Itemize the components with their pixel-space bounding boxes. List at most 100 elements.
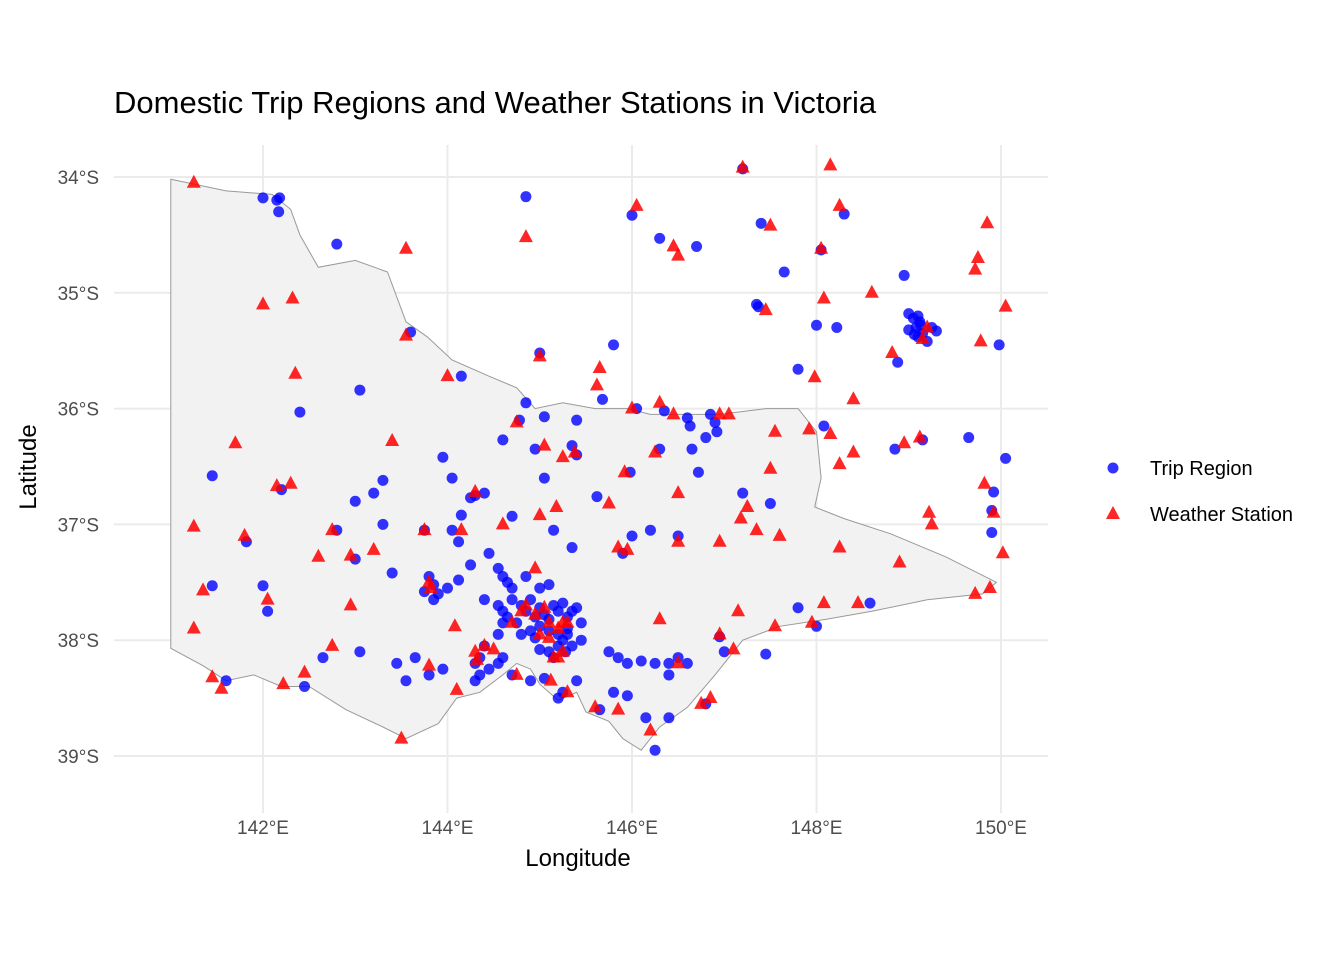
y-tick-label: 36°S: [58, 400, 99, 421]
weather-station-point: [495, 516, 510, 530]
trip-region-point: [548, 524, 560, 536]
weather-station-point: [343, 597, 358, 611]
trip-region-point: [294, 406, 306, 418]
weather-station-point: [912, 429, 927, 443]
trip-region-point: [704, 408, 716, 420]
weather-station-point: [666, 238, 681, 252]
trip-region-point: [400, 675, 412, 687]
trip-region-point: [206, 470, 218, 482]
trip-region-point: [538, 472, 550, 484]
trip-region-point: [684, 420, 696, 432]
weather-station-point: [968, 585, 983, 599]
trip-region-point: [529, 443, 541, 455]
weather-station-point: [970, 250, 985, 263]
trip-region-point: [520, 191, 532, 203]
weather-station-point: [477, 637, 492, 651]
weather-station-point: [237, 527, 252, 541]
weather-station-point: [228, 435, 243, 449]
weather-station-point: [385, 432, 400, 446]
trip-region-point: [649, 657, 661, 669]
weather-station-point: [986, 504, 1001, 518]
weather-station-point: [276, 676, 291, 690]
weather-station-point: [567, 444, 582, 458]
trip-region-point: [988, 486, 1000, 498]
trip-region-point: [561, 628, 573, 640]
trip-region-point: [478, 594, 490, 606]
trip-region-point: [644, 524, 656, 536]
weather-station-point: [505, 614, 520, 628]
trip-region-point: [571, 675, 583, 687]
trip-region-point: [963, 432, 975, 444]
weather-station-point: [735, 159, 750, 173]
weather-station-point: [814, 240, 829, 254]
trip-region-point: [465, 559, 477, 571]
weather-station-point: [648, 444, 663, 458]
trip-region-point: [497, 434, 509, 446]
trip-region-point: [575, 634, 587, 646]
weather-station-point: [537, 437, 552, 451]
trip-region-point: [864, 597, 876, 609]
trip-region-point: [274, 192, 286, 204]
trip-region-point: [354, 646, 366, 658]
trip-region-point: [838, 208, 850, 220]
weather-station-point: [532, 348, 547, 362]
trip-region-point: [262, 605, 274, 617]
weather-station-point: [260, 591, 275, 605]
trip-region-point: [654, 232, 666, 244]
trip-region-point: [818, 420, 830, 432]
weather-station-point: [694, 695, 709, 709]
trip-region-point: [538, 411, 550, 423]
weather-station-point: [977, 475, 992, 489]
weather-station-point: [666, 406, 681, 420]
weather-station-point: [823, 426, 838, 440]
trip-region-point: [497, 617, 509, 629]
trip-region-point: [483, 547, 495, 559]
trip-region-point: [811, 319, 822, 331]
trip-region-point: [566, 542, 578, 554]
weather-station-point: [311, 548, 326, 562]
weather-station-point: [733, 510, 748, 524]
trip-region-point: [368, 487, 380, 499]
weather-station-point: [449, 681, 464, 695]
weather-station-point: [470, 651, 485, 665]
y-tick-label: 37°S: [58, 515, 99, 536]
weather-station-point: [973, 333, 988, 347]
weather-station-point: [528, 606, 543, 620]
weather-station-point: [671, 485, 686, 499]
weather-station-point: [269, 478, 284, 492]
weather-station-point: [832, 539, 847, 553]
weather-station-point: [325, 522, 340, 536]
data-points: [186, 157, 1013, 756]
weather-station-point: [611, 701, 626, 715]
trip-region-point: [299, 681, 311, 693]
trip-region-point: [764, 498, 776, 510]
trip-region-point: [993, 339, 1005, 351]
weather-station-point: [611, 539, 626, 553]
trip-region-point: [691, 240, 703, 252]
weather-station-point: [851, 595, 866, 609]
trip-region-legend-label: Trip Region: [1150, 458, 1253, 480]
weather-station-point: [998, 298, 1013, 312]
trip-region-point: [760, 648, 772, 660]
weather-station-point: [922, 504, 937, 518]
weather-station-point: [712, 533, 727, 547]
x-tick-label: 150°E: [975, 818, 1027, 839]
weather-station-point: [749, 522, 764, 536]
trip-region-point: [428, 594, 440, 606]
trip-region-point: [778, 266, 790, 278]
x-axis-ticks: 142°E 144°E 146°E 148°E 150°E: [237, 818, 1027, 839]
trip-region-point: [908, 328, 920, 340]
trip-region-point: [635, 655, 647, 667]
trip-region-point: [455, 370, 467, 382]
trip-region-point: [257, 192, 269, 204]
trip-region-point: [892, 356, 904, 368]
weather-station-point: [325, 637, 340, 651]
weather-station-point: [398, 240, 413, 254]
weather-station-point: [560, 684, 575, 698]
weather-station-point: [549, 498, 564, 512]
trip-region-point: [692, 466, 704, 478]
weather-station-point: [617, 464, 632, 478]
trip-region-point: [446, 524, 458, 536]
weather-station-point: [528, 560, 543, 574]
weather-station-point: [343, 547, 358, 561]
